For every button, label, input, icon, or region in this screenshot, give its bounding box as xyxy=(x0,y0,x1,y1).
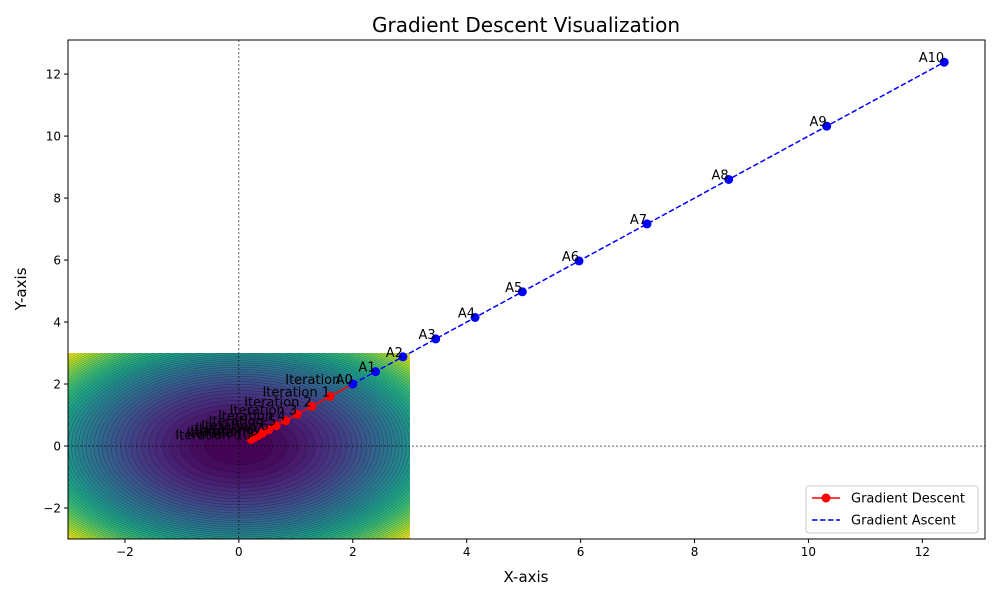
series-0-point-label: Iteration 6 xyxy=(201,419,269,434)
series-0-point-label: Iteration 2 xyxy=(244,395,312,410)
x-tick-label: 4 xyxy=(463,545,471,559)
series-1-point xyxy=(431,334,441,344)
series-0-point-label: Iteration 4 xyxy=(218,410,286,425)
series-1-point-label: A6 xyxy=(562,250,579,265)
series-0-point-label: Iteration 5 xyxy=(209,415,277,430)
series-0-point xyxy=(325,391,335,401)
series-0-point-label: Iteration 0 xyxy=(285,373,353,388)
series-1-point xyxy=(642,219,652,229)
series-0-point-label: Iteration 10 xyxy=(175,428,251,443)
x-axis-label: X-axis xyxy=(504,568,549,586)
series-1-point xyxy=(398,352,408,362)
series-1-point-label: A8 xyxy=(712,168,729,183)
legend-box xyxy=(805,485,979,534)
legend: Gradient Descent Gradient Ascent xyxy=(805,485,979,534)
x-tick-label: 0 xyxy=(235,545,243,559)
series-1-point-label: A4 xyxy=(458,306,475,321)
x-tick-label: 12 xyxy=(915,545,930,559)
legend-ascent-label: Gradient Ascent xyxy=(851,514,956,529)
series-0-point xyxy=(281,416,291,426)
plot-frame xyxy=(67,39,986,540)
y-tick-label: −2 xyxy=(43,502,61,516)
x-tick-label: 2 xyxy=(349,545,357,559)
series-0-point-label: Iteration 1 xyxy=(262,385,330,400)
y-tick-label: 8 xyxy=(53,192,61,206)
legend-descent-marker xyxy=(821,493,831,503)
series-1-point-label: A7 xyxy=(630,213,647,228)
series-1-point-label: A9 xyxy=(809,115,826,130)
y-ticks: −2 0 2 4 6 8 10 12 xyxy=(43,68,68,516)
series-1-point xyxy=(724,174,734,184)
series-0-point-label: Iteration 9 xyxy=(187,427,255,442)
x-tick-label: 8 xyxy=(691,545,699,559)
series-0-point xyxy=(246,434,256,444)
series-1-point xyxy=(371,367,381,377)
series-0-point-label: Iteration 7 xyxy=(195,422,263,437)
series-1-point-label: A10 xyxy=(919,51,944,66)
series-1-point xyxy=(939,57,949,67)
y-tick-label: 2 xyxy=(53,378,61,392)
series-0-point-label: Iteration 8 xyxy=(190,425,258,440)
series-1-point-label: A1 xyxy=(358,361,375,376)
y-axis-label: Y-axis xyxy=(12,267,30,311)
series-0-point-label: Iteration 3 xyxy=(230,403,298,418)
y-tick-label: 12 xyxy=(46,68,61,82)
series-0-point xyxy=(292,409,302,419)
y-tick-label: 10 xyxy=(46,130,61,144)
chart-title: Gradient Descent Visualization xyxy=(372,13,680,37)
series-0-point xyxy=(307,401,317,411)
series-1-point-label: A5 xyxy=(505,281,522,296)
series-1-point xyxy=(470,312,480,322)
series-0-point xyxy=(271,421,281,431)
series-1-point-label: A0 xyxy=(336,373,353,388)
y-tick-label: 6 xyxy=(53,254,61,268)
x-tick-label: 6 xyxy=(577,545,585,559)
x-tick-label: 10 xyxy=(801,545,816,559)
series-1-point-label: A2 xyxy=(386,346,403,361)
series-layer xyxy=(246,57,949,444)
y-tick-label: 4 xyxy=(53,316,61,330)
x-ticks: −2 0 2 4 6 8 10 12 xyxy=(116,539,930,559)
y-tick-label: 0 xyxy=(53,440,61,454)
series-1-point xyxy=(517,287,527,297)
series-1-point-label: A3 xyxy=(419,328,436,343)
reference-lines xyxy=(68,40,985,539)
legend-descent-label: Gradient Descent xyxy=(851,492,965,507)
series-1-point xyxy=(822,121,832,131)
series-1-point xyxy=(348,379,358,389)
series-1-point xyxy=(574,256,584,266)
x-tick-label: −2 xyxy=(116,545,134,559)
